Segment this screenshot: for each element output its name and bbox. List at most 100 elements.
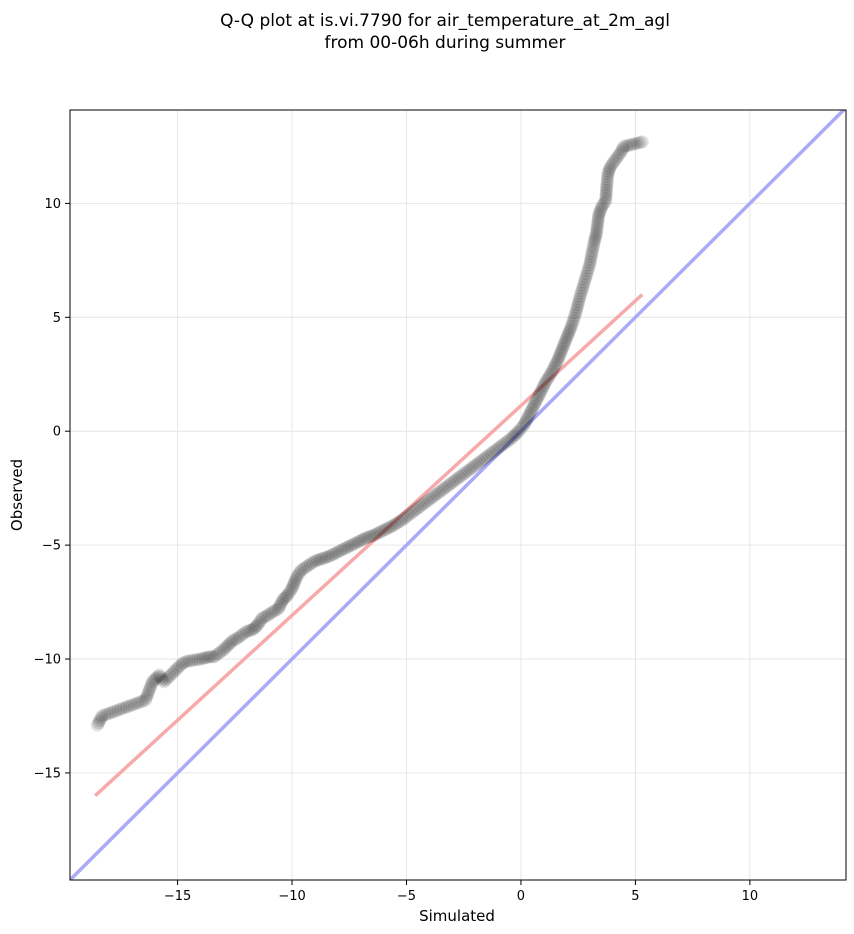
- quantile-point: [588, 231, 602, 245]
- quantile-point: [585, 244, 599, 258]
- quantile-point: [538, 376, 552, 390]
- identity-line: [70, 110, 846, 880]
- quantile-point: [203, 650, 217, 664]
- quantile-point: [143, 680, 157, 694]
- quantile-point: [294, 563, 308, 577]
- quantile-point: [287, 577, 301, 591]
- quantile-point: [557, 338, 571, 352]
- quantile-point: [239, 625, 253, 639]
- quantile-point: [275, 595, 289, 609]
- quantile-point: [427, 489, 441, 503]
- quantile-point: [493, 440, 507, 454]
- quantile-point: [466, 460, 480, 474]
- quantile-point: [579, 269, 593, 283]
- quantile-point: [317, 551, 331, 565]
- quantile-point: [477, 452, 491, 466]
- x-tick-label: −5: [397, 889, 416, 904]
- quantile-point: [356, 532, 370, 546]
- quantile-point: [422, 493, 436, 507]
- quantile-point: [244, 623, 258, 637]
- quantile-point: [331, 545, 345, 559]
- x-tick-label: 10: [742, 889, 759, 904]
- quantile-point: [409, 503, 423, 517]
- quantile-point: [547, 360, 561, 374]
- quantile-point: [601, 170, 615, 184]
- quantile-point: [484, 446, 498, 460]
- quantile-point: [111, 703, 125, 717]
- quantile-point: [589, 228, 603, 242]
- quantile-point: [599, 189, 613, 203]
- quantile-point: [591, 210, 605, 224]
- quantile-point: [237, 626, 251, 640]
- quantile-point: [136, 694, 150, 708]
- quantile-point: [529, 395, 543, 409]
- quantile-point: [615, 144, 629, 158]
- quantile-point: [571, 298, 585, 312]
- quantile-point: [377, 523, 391, 537]
- quantile-point: [145, 675, 159, 689]
- quantile-point: [597, 196, 611, 210]
- quantile-point: [586, 241, 600, 255]
- reference-lines: [70, 110, 846, 880]
- quantile-point: [109, 704, 123, 718]
- quantile-point: [114, 702, 128, 716]
- quantile-point: [560, 331, 574, 345]
- quantile-point: [157, 675, 171, 689]
- quantile-point: [279, 590, 293, 604]
- quantile-point: [616, 142, 630, 156]
- quantile-point: [555, 342, 569, 356]
- quantile-point: [95, 709, 109, 723]
- quantile-point: [151, 670, 165, 684]
- quantile-point: [599, 191, 613, 205]
- quantile-point: [587, 238, 601, 252]
- quantile-point: [514, 422, 528, 436]
- quantile-point: [299, 560, 313, 574]
- quantile-point: [507, 429, 521, 443]
- quantile-point: [533, 385, 547, 399]
- quantile-point: [525, 401, 539, 415]
- quantile-point: [562, 324, 576, 338]
- x-tick-label: −15: [164, 889, 191, 904]
- quantile-point: [272, 600, 286, 614]
- quantile-point: [570, 300, 584, 314]
- quantile-point: [235, 628, 249, 642]
- quantile-point: [459, 465, 473, 479]
- quantile-point: [322, 550, 336, 564]
- quantile-point: [436, 482, 450, 496]
- quantile-point: [542, 370, 556, 384]
- quantile-point: [365, 529, 379, 543]
- quantile-point: [591, 213, 605, 227]
- quantile-point: [491, 441, 505, 455]
- quantile-point: [196, 651, 210, 665]
- quantile-point: [565, 317, 579, 331]
- quantile-point: [399, 510, 413, 524]
- quantile-point: [582, 261, 596, 275]
- quantile-point: [543, 367, 557, 381]
- quantile-point: [103, 706, 117, 720]
- quantile-point: [139, 693, 153, 707]
- quantile-point: [354, 534, 368, 548]
- y-tick-label: −5: [42, 539, 61, 554]
- quantile-point: [269, 603, 283, 617]
- quantile-point: [515, 420, 529, 434]
- quantile-point: [602, 165, 616, 179]
- quantile-point: [372, 526, 386, 540]
- y-tick-label: 0: [53, 425, 61, 440]
- quantile-point: [573, 289, 587, 303]
- quantile-point: [122, 699, 136, 713]
- quantile-point: [315, 552, 329, 566]
- quantile-point: [590, 218, 604, 232]
- quantile-point: [94, 711, 108, 725]
- quantile-point: [480, 450, 494, 464]
- quantile-point: [271, 602, 285, 616]
- quantile-point: [496, 438, 510, 452]
- quantile-point: [566, 314, 580, 328]
- quantile-point: [517, 417, 531, 431]
- quantile-point: [425, 491, 439, 505]
- quantile-point: [252, 616, 266, 630]
- quantile-point: [620, 139, 634, 153]
- quantile-point: [617, 139, 631, 153]
- quantile-point: [448, 474, 462, 488]
- quantile-point: [599, 183, 613, 197]
- quantile-point: [155, 673, 169, 687]
